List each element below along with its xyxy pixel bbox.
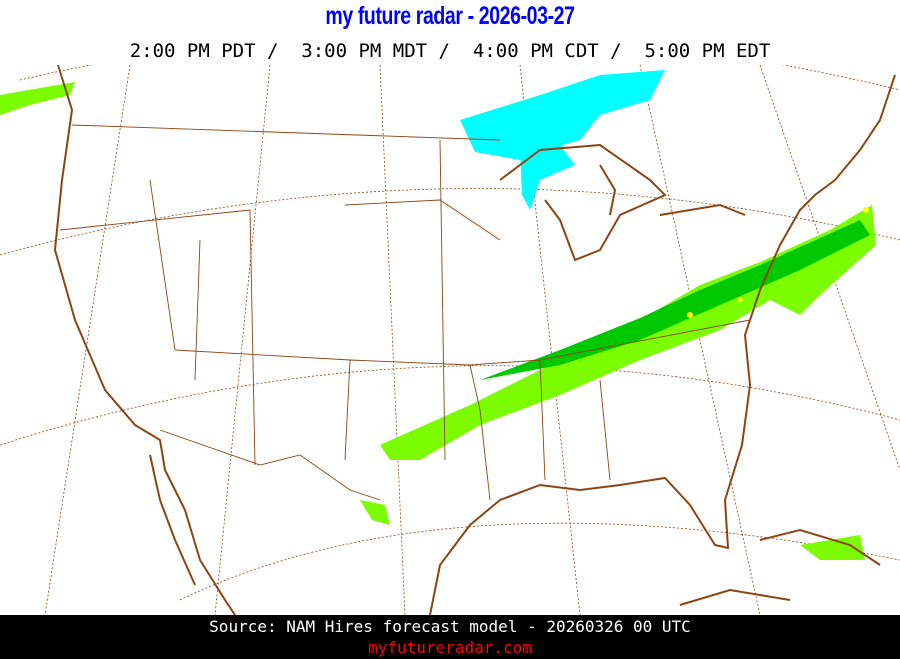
rain-area-texas: [360, 500, 390, 525]
west-coast: [53, 65, 236, 615]
valid-times: 2:00 PM PDT / 3:00 PM MDT / 4:00 PM CDT …: [129, 40, 771, 62]
footer: Source: NAM Hires forecast model - 20260…: [0, 615, 900, 659]
hispaniola: [679, 588, 791, 606]
heavy-rain-cell: [687, 312, 693, 318]
snow-area-michigan: [520, 145, 575, 210]
rain-area-caribbean: [800, 535, 865, 560]
map-background: [0, 65, 900, 615]
radar-map: [0, 65, 900, 615]
heavy-rain-cell: [863, 207, 869, 213]
state-borders: [59, 124, 751, 501]
snow-area-great-lakes: [460, 70, 665, 160]
cuba: [759, 528, 881, 566]
rain-area-northwest: [0, 82, 75, 115]
heavy-rain-cell: [737, 297, 743, 303]
gulf-coast: [429, 74, 896, 615]
site-link[interactable]: myfutureradar.com: [368, 638, 532, 657]
great-lakes: [499, 143, 746, 262]
source-text: Source: NAM Hires forecast model - 20260…: [209, 617, 691, 636]
page-title: my future radar - 2026-03-27: [325, 2, 575, 30]
baja: [149, 454, 196, 586]
coastlines-and-borders: [53, 65, 896, 615]
